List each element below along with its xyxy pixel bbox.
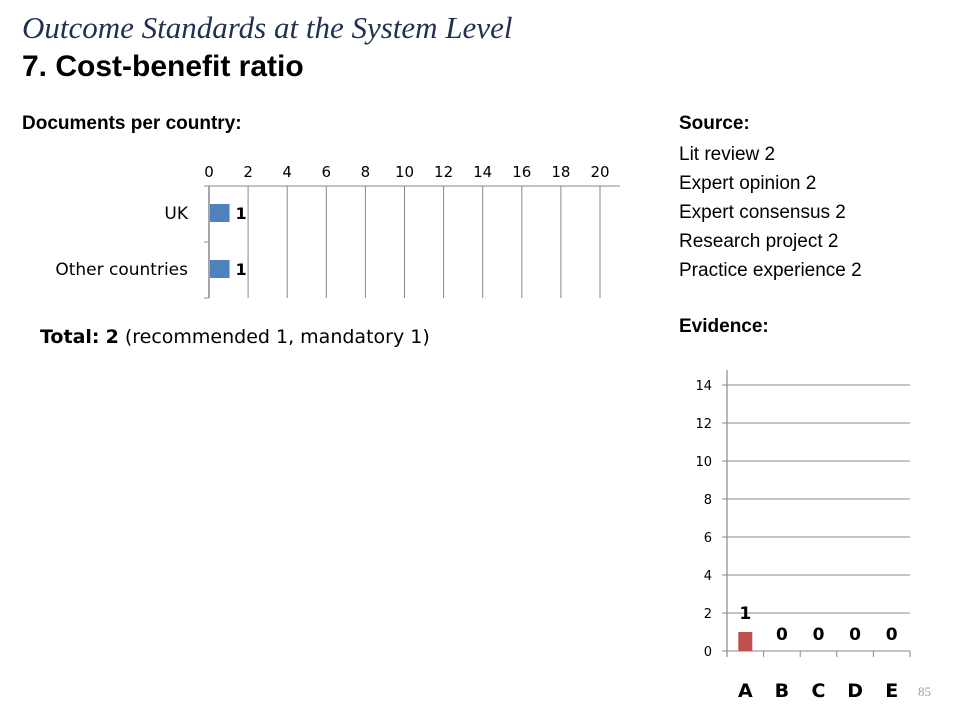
total-label: Total: bbox=[40, 326, 100, 348]
y-tick-label: 12 bbox=[695, 417, 712, 432]
y-tick-label: 10 bbox=[695, 455, 712, 470]
data-label: 0 bbox=[886, 625, 898, 645]
slide-title: Outcome Standards at the System Level bbox=[22, 10, 513, 45]
x-tick-label: 8 bbox=[361, 163, 371, 181]
source-heading: Source: bbox=[679, 113, 750, 134]
x-tick-label: 20 bbox=[590, 163, 609, 181]
data-label: 1 bbox=[236, 204, 247, 223]
page-number: 85 bbox=[918, 684, 931, 699]
category-label: B bbox=[775, 680, 789, 702]
total-detail: (recommended 1, mandatory 1) bbox=[124, 326, 430, 348]
x-tick-label: 16 bbox=[512, 163, 531, 181]
bar bbox=[210, 204, 230, 222]
x-tick-label: 4 bbox=[282, 163, 292, 181]
source-list: Lit review 2 Expert opinion 2 Expert con… bbox=[679, 140, 862, 285]
evidence-chart: 0 2 4 6 8 10 12 14 A 1 B 0 C 0 D 0 E 0 bbox=[695, 370, 911, 702]
x-tick-label: 14 bbox=[473, 163, 492, 181]
evidence-heading: Evidence: bbox=[679, 316, 769, 337]
total-value: 2 bbox=[105, 326, 119, 348]
x-tick-label: 18 bbox=[551, 163, 570, 181]
category-label: A bbox=[738, 680, 753, 702]
y-tick-label: 14 bbox=[695, 379, 712, 394]
category-label: Other countries bbox=[55, 260, 188, 280]
x-tick-label: 2 bbox=[243, 163, 253, 181]
y-tick-label: 0 bbox=[704, 645, 712, 660]
data-label: 0 bbox=[849, 625, 861, 645]
category-label: D bbox=[847, 680, 863, 702]
y-tick-label: 2 bbox=[704, 607, 712, 622]
source-item-research-project: Research project 2 bbox=[679, 231, 839, 252]
x-tick-label: 6 bbox=[322, 163, 332, 181]
category-label: E bbox=[885, 680, 898, 702]
y-tick-label: 4 bbox=[704, 569, 712, 584]
x-tick-label: 0 bbox=[204, 163, 214, 181]
data-label: 1 bbox=[739, 604, 751, 624]
data-label: 0 bbox=[776, 625, 788, 645]
source-item-lit-review: Lit review 2 bbox=[679, 144, 776, 165]
source-item-expert-consensus: Expert consensus 2 bbox=[679, 202, 846, 223]
bar bbox=[210, 260, 230, 278]
data-label: 0 bbox=[813, 625, 825, 645]
category-label: UK bbox=[164, 204, 188, 224]
slide-subtitle: 7. Cost-benefit ratio bbox=[22, 50, 304, 83]
source-item-practice-experience: Practice experience 2 bbox=[679, 260, 862, 281]
documents-total: Total: 2 (recommended 1, mandatory 1) bbox=[40, 326, 430, 348]
category-label: C bbox=[812, 680, 826, 702]
source-item-expert-opinion: Expert opinion 2 bbox=[679, 173, 817, 194]
x-tick-label: 10 bbox=[395, 163, 414, 181]
bar bbox=[738, 632, 753, 651]
y-tick-label: 8 bbox=[704, 493, 712, 508]
documents-heading: Documents per country: bbox=[22, 113, 242, 134]
documents-per-country-chart: 0 2 4 6 8 10 12 14 16 18 20 UK 1 Other countries 1 bbox=[55, 163, 620, 299]
x-tick-label: 12 bbox=[434, 163, 453, 181]
data-label: 1 bbox=[236, 260, 247, 279]
y-tick-label: 6 bbox=[704, 531, 712, 546]
